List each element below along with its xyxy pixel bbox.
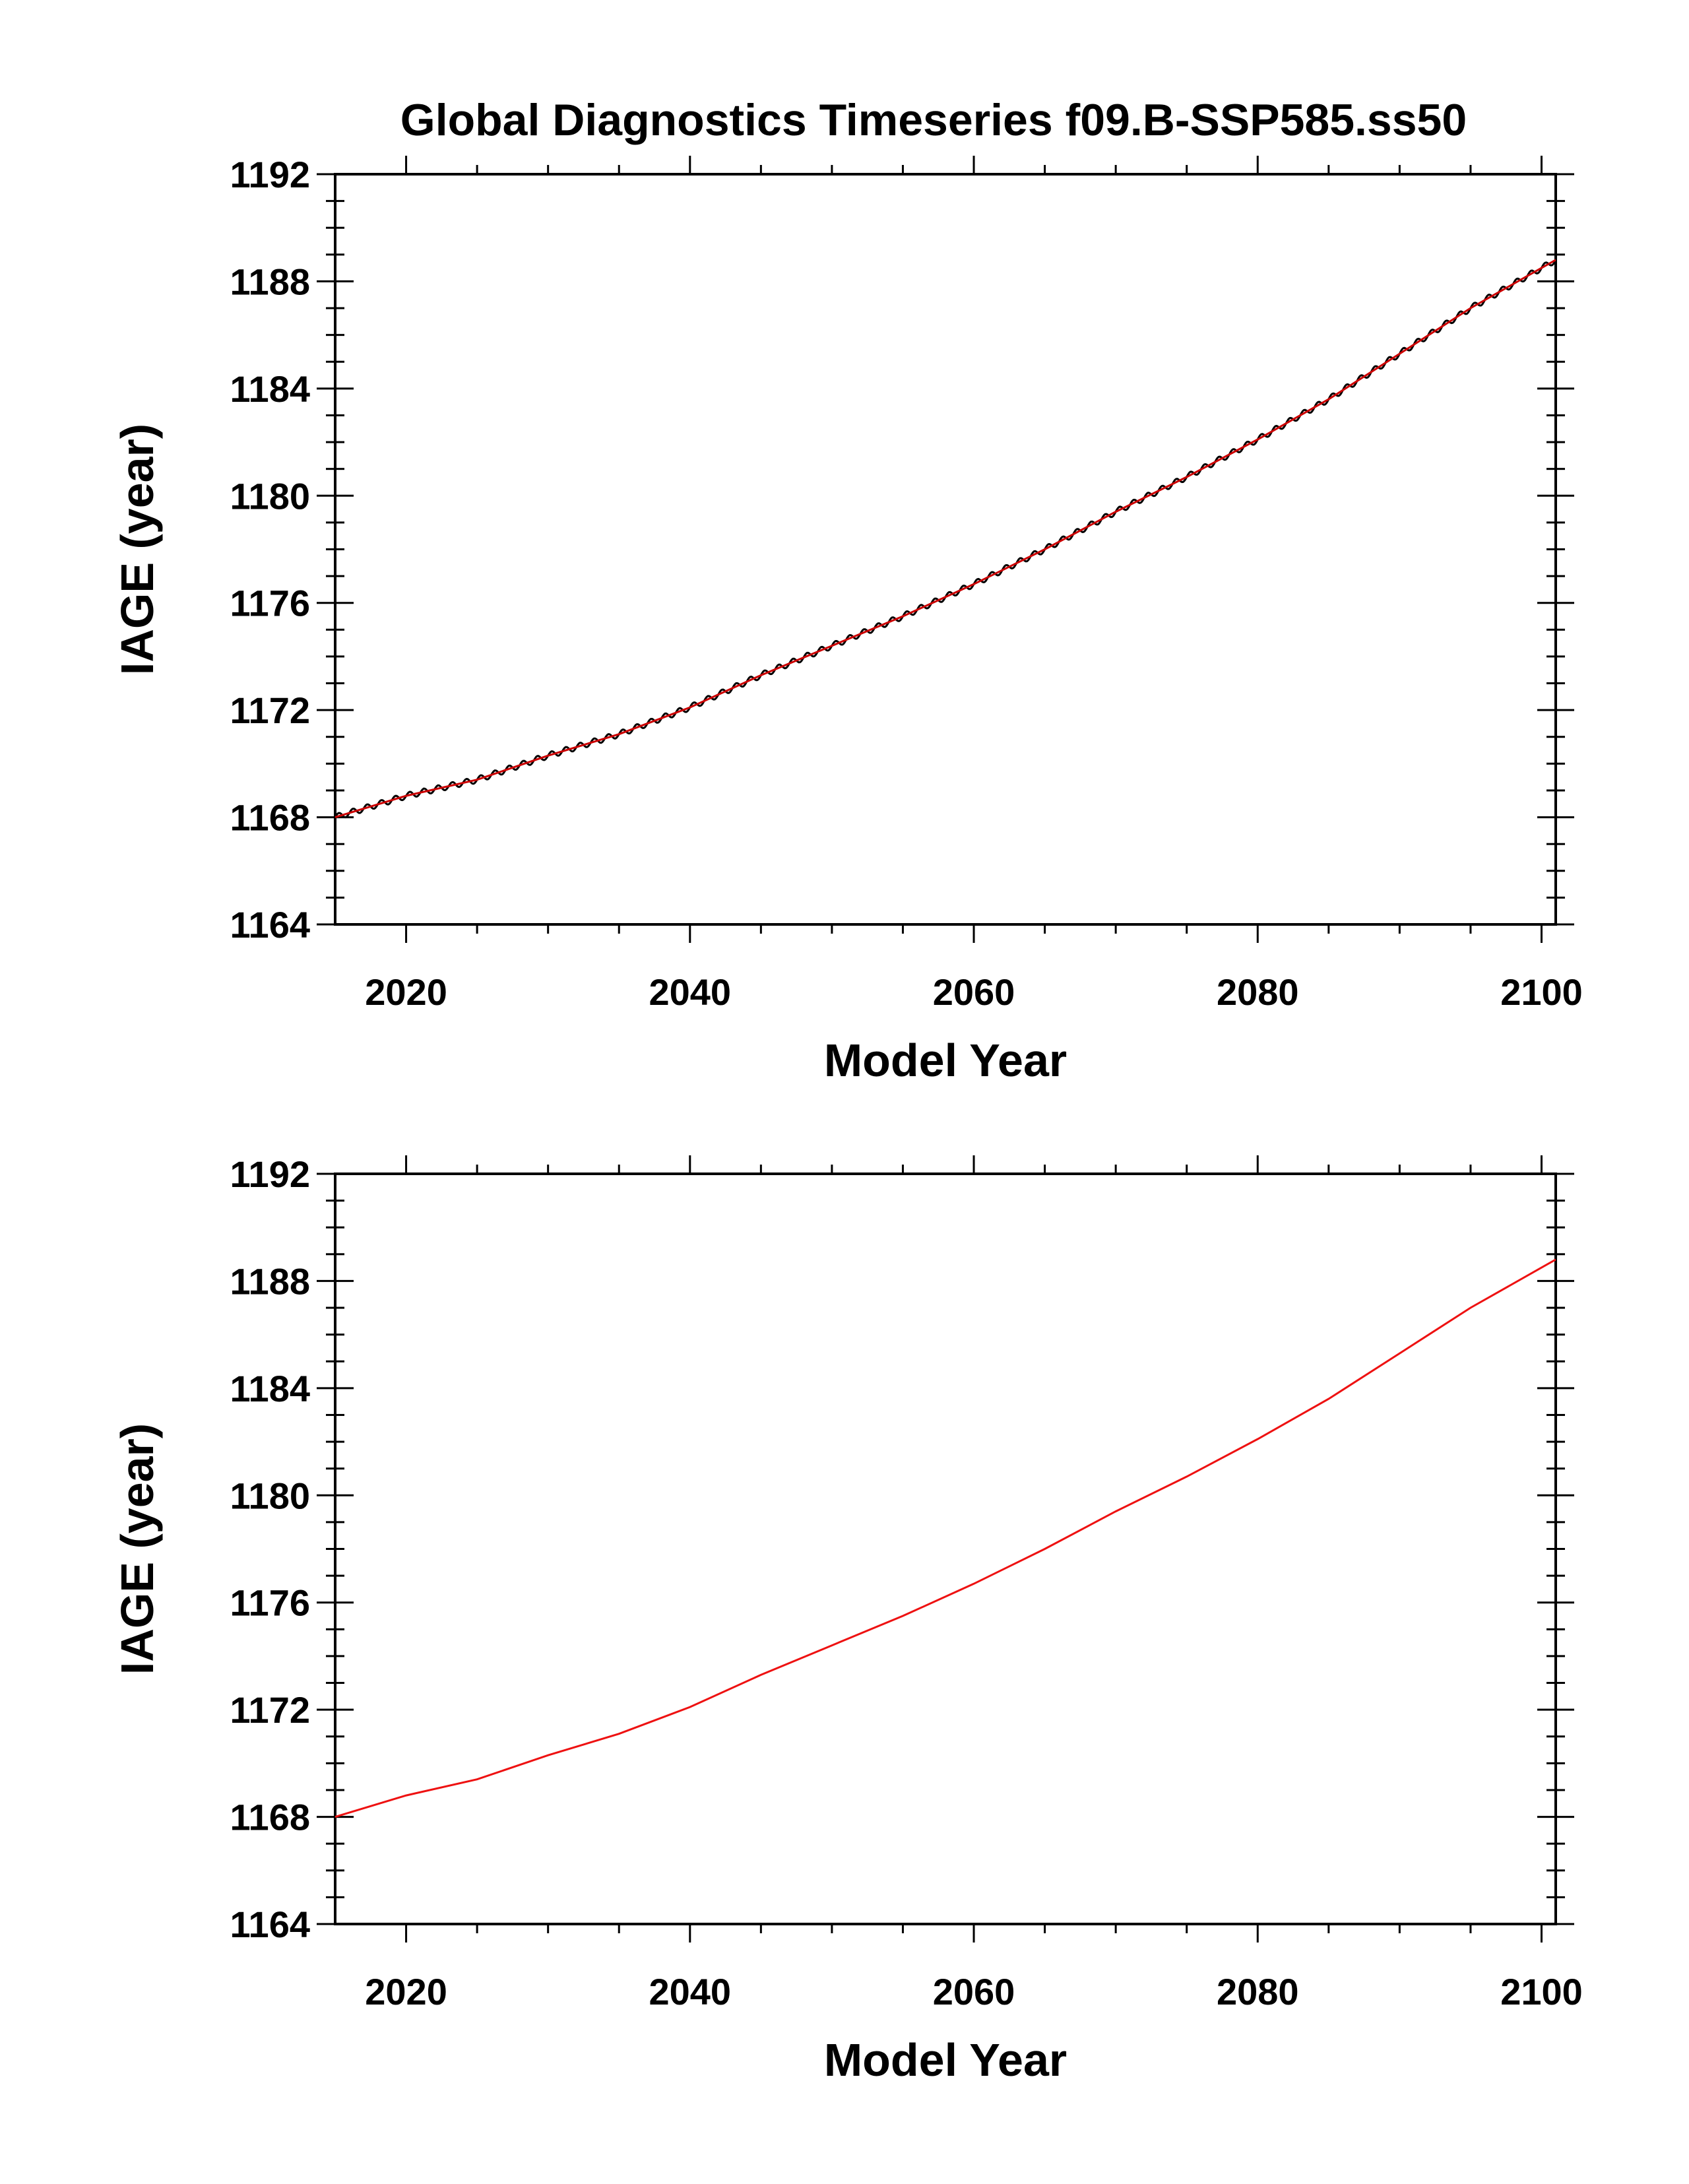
x-tick-label: 2100: [1500, 1971, 1583, 2012]
y-tick-label: 1184: [230, 1368, 311, 1409]
y-tick-label: 1164: [230, 904, 311, 946]
series-line-annual: [335, 1258, 1556, 1818]
x-tick-label: 2100: [1500, 971, 1583, 1013]
series-line-annual: [335, 259, 1556, 819]
series-line-monthly: [335, 259, 1556, 819]
x-tick-label: 2020: [365, 971, 447, 1013]
y-tick-label: 1180: [230, 1475, 311, 1516]
chart-panel-bottom: 1164 1168 1172 1176 1180 1184 1188 1192 2020 2040…: [112, 1153, 1583, 2086]
y-tick-label: 1176: [230, 1582, 311, 1624]
y-tick-label: 1192: [230, 154, 311, 195]
y-tick-label: 1168: [230, 1797, 311, 1838]
plot-frame: [334, 1172, 1557, 1925]
y-tick-label: 1164: [230, 1904, 311, 1945]
x-tick-label: 2040: [649, 971, 732, 1013]
x-tick-label: 2040: [649, 1971, 732, 2012]
y-tick-label: 1176: [230, 583, 311, 624]
y-tick-label: 1192: [230, 1153, 311, 1195]
y-axis-label: IAGE (year): [112, 424, 163, 675]
x-tick-label: 2080: [1217, 1971, 1299, 2012]
y-tick-label: 1180: [230, 475, 311, 517]
plot-frame: [334, 173, 1557, 926]
y-tick-label: 1188: [230, 261, 311, 302]
y-tick-label: 1188: [230, 1260, 311, 1302]
y-tick-label: 1168: [230, 797, 311, 839]
x-tick-label: 2060: [933, 1971, 1015, 2012]
x-tick-label: 2020: [365, 1971, 447, 2012]
y-tick-label: 1172: [230, 1689, 311, 1731]
x-tick-label: 2060: [933, 971, 1015, 1013]
y-tick-label: 1172: [230, 690, 311, 731]
x-axis-label: Model Year: [824, 2034, 1067, 2086]
x-axis-label: Model Year: [824, 1035, 1067, 1086]
y-tick-label: 1184: [230, 368, 311, 410]
y-axis-label: IAGE (year): [112, 1423, 163, 1675]
x-tick-label: 2080: [1217, 971, 1299, 1013]
chart-panel-top: 1164 1168 1172 1176 1180 1184 1188 1192 2020 2040…: [112, 154, 1583, 1086]
figure-title: Global Diagnostics Timeseries f09.B-SSP5…: [400, 95, 1467, 145]
